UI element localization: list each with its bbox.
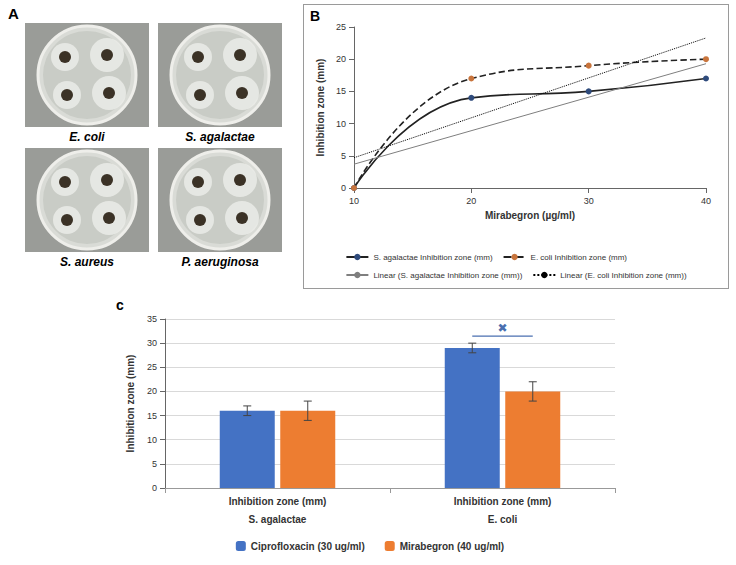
- svg-text:Inhibition zone (mm): Inhibition zone (mm): [454, 496, 552, 507]
- svg-text:10: 10: [349, 196, 359, 206]
- svg-text:30: 30: [584, 196, 594, 206]
- svg-text:5: 5: [152, 459, 157, 469]
- svg-text:30: 30: [147, 338, 157, 348]
- svg-text:Linear (S. agalactae Inhibitio: Linear (S. agalactae Inhibition zone (mm…: [373, 271, 522, 280]
- svg-text:Linear (E. coli Inhibition zon: Linear (E. coli Inhibition zone (mm)): [560, 271, 687, 280]
- svg-text:0: 0: [152, 483, 157, 493]
- svg-text:B: B: [310, 8, 320, 24]
- svg-text:S. agalactae Inhibition zone (: S. agalactae Inhibition zone (mm): [373, 253, 493, 262]
- svg-text:S. agalactae: S. agalactae: [185, 130, 255, 144]
- svg-text:A: A: [8, 5, 19, 22]
- svg-text:Mirabegron (40 ug/ml): Mirabegron (40 ug/ml): [400, 541, 504, 552]
- svg-text:Ciprofloxacin (30 ug/ml): Ciprofloxacin (30 ug/ml): [251, 541, 365, 552]
- svg-text:25: 25: [147, 362, 157, 372]
- svg-text:S. aureus: S. aureus: [60, 255, 114, 269]
- svg-text:5: 5: [341, 151, 346, 161]
- svg-text:15: 15: [336, 86, 346, 96]
- svg-text:20: 20: [336, 54, 346, 64]
- svg-text:Mirabegron (µg/ml): Mirabegron (µg/ml): [485, 210, 575, 221]
- svg-text:0: 0: [341, 183, 346, 193]
- svg-text:P. aeruginosa: P. aeruginosa: [181, 255, 258, 269]
- svg-text:E. coli: E. coli: [488, 514, 518, 525]
- svg-text:Inhibition zone (mm): Inhibition zone (mm): [125, 355, 136, 453]
- svg-text:40: 40: [701, 196, 711, 206]
- svg-text:25: 25: [336, 22, 346, 32]
- svg-text:✖: ✖: [497, 321, 507, 335]
- svg-text:35: 35: [147, 314, 157, 324]
- svg-text:E. coli Inhibition zone (mm): E. coli Inhibition zone (mm): [531, 253, 628, 262]
- svg-text:S. agalactae: S. agalactae: [249, 514, 307, 525]
- svg-text:Inhibition zone (mm): Inhibition zone (mm): [315, 59, 326, 157]
- svg-text:10: 10: [147, 435, 157, 445]
- svg-text:c: c: [116, 297, 124, 313]
- svg-text:15: 15: [147, 411, 157, 421]
- svg-text:20: 20: [147, 386, 157, 396]
- svg-text:20: 20: [466, 196, 476, 206]
- svg-text:E. coli: E. coli: [69, 130, 105, 144]
- svg-text:10: 10: [336, 119, 346, 129]
- svg-text:Inhibition zone (mm): Inhibition zone (mm): [229, 496, 327, 507]
